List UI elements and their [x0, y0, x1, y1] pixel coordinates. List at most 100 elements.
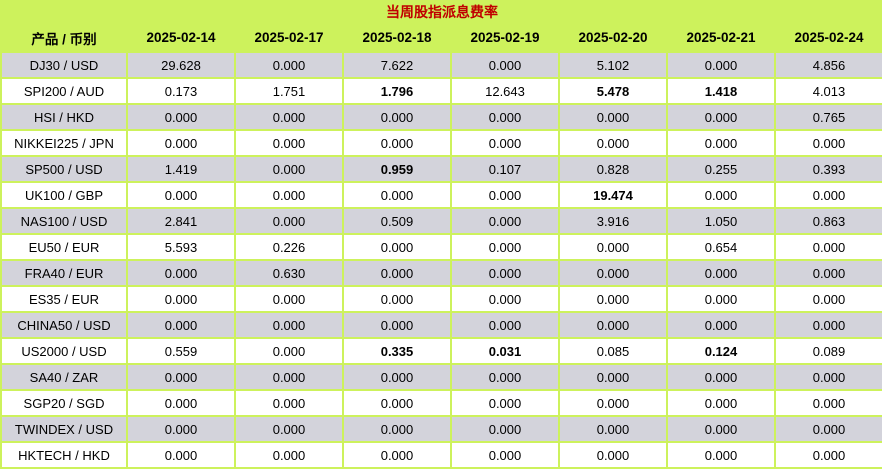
value-cell: 0.863	[774, 207, 882, 235]
value-cell: 0.393	[774, 155, 882, 183]
product-cell: ES35 / EUR	[0, 285, 128, 313]
title-cell: 当周股指派息费率	[0, 0, 882, 24]
value-cell: 0.000	[234, 129, 344, 157]
product-cell: NAS100 / USD	[0, 207, 128, 235]
table-row: ES35 / EUR 0.000 0.000 0.000 0.000 0.000 0.000…	[0, 285, 882, 313]
value-cell: 0.000	[666, 259, 776, 287]
product-cell: US2000 / USD	[0, 337, 128, 365]
value-cell: 0.000	[234, 337, 344, 365]
value-cell: 0.000	[450, 103, 560, 131]
table-row: HKTECH / HKD 0.000 0.000 0.000 0.000 0.000 0.0…	[0, 441, 882, 469]
value-cell: 12.643	[450, 77, 560, 105]
value-cell: 0.000	[558, 311, 668, 339]
value-cell: 1.418	[666, 77, 776, 105]
value-cell: 0.000	[666, 415, 776, 443]
table-row: DJ30 / USD 29.628 0.000 7.622 0.000 5.102 0.00…	[0, 51, 882, 79]
col-header-date: 2025-02-24	[774, 22, 882, 53]
column-header-row: 产品 / 币别 2025-02-14 2025-02-17 2025-02-18 20…	[0, 22, 882, 53]
title-row: 当周股指派息费率	[0, 0, 882, 24]
table-title: 当周股指派息费率	[386, 4, 498, 20]
table-row: US2000 / USD 0.559 0.000 0.335 0.031 0.085 0.1…	[0, 337, 882, 365]
value-cell: 5.593	[126, 233, 236, 261]
value-cell: 0.000	[342, 129, 452, 157]
table-row: FRA40 / EUR 0.000 0.630 0.000 0.000 0.000 0.00…	[0, 259, 882, 287]
value-cell: 0.000	[774, 415, 882, 443]
value-cell: 0.000	[666, 441, 776, 469]
product-cell: TWINDEX / USD	[0, 415, 128, 443]
value-cell: 0.000	[126, 441, 236, 469]
product-cell: SP500 / USD	[0, 155, 128, 183]
table-row: CHINA50 / USD 0.000 0.000 0.000 0.000 0.000 0.…	[0, 311, 882, 339]
col-header-product: 产品 / 币别	[0, 22, 128, 53]
value-cell: 0.509	[342, 207, 452, 235]
value-cell: 0.000	[666, 285, 776, 313]
value-cell: 0.107	[450, 155, 560, 183]
value-cell: 0.000	[126, 363, 236, 391]
value-cell: 0.255	[666, 155, 776, 183]
value-cell: 0.000	[558, 129, 668, 157]
value-cell: 0.085	[558, 337, 668, 365]
value-cell: 0.000	[450, 415, 560, 443]
product-cell: HKTECH / HKD	[0, 441, 128, 469]
value-cell: 0.000	[126, 285, 236, 313]
value-cell: 0.000	[450, 259, 560, 287]
table-row: HSI / HKD 0.000 0.000 0.000 0.000 0.000 0.000 0…	[0, 103, 882, 131]
value-cell: 0.000	[558, 233, 668, 261]
value-cell: 0.000	[558, 363, 668, 391]
col-header-date: 2025-02-17	[234, 22, 344, 53]
value-cell: 0.000	[774, 129, 882, 157]
product-cell: SPI200 / AUD	[0, 77, 128, 105]
table-row: SPI200 / AUD 0.173 1.751 1.796 12.643 5.478 1.…	[0, 77, 882, 105]
product-cell: SA40 / ZAR	[0, 363, 128, 391]
value-cell: 0.173	[126, 77, 236, 105]
value-cell: 1.796	[342, 77, 452, 105]
value-cell: 0.000	[666, 181, 776, 209]
value-cell: 0.031	[450, 337, 560, 365]
product-cell: UK100 / GBP	[0, 181, 128, 209]
table-row: UK100 / GBP 0.000 0.000 0.000 0.000 19.474 0.0…	[0, 181, 882, 209]
value-cell: 0.000	[126, 311, 236, 339]
value-cell: 0.000	[774, 285, 882, 313]
value-cell: 0.000	[450, 363, 560, 391]
value-cell: 0.000	[234, 103, 344, 131]
value-cell: 0.000	[774, 389, 882, 417]
value-cell: 0.000	[450, 233, 560, 261]
value-cell: 0.000	[234, 311, 344, 339]
value-cell: 0.000	[126, 259, 236, 287]
product-cell: NIKKEI225 / JPN	[0, 129, 128, 157]
value-cell: 0.000	[342, 311, 452, 339]
value-cell: 2.841	[126, 207, 236, 235]
value-cell: 0.000	[126, 415, 236, 443]
value-cell: 0.000	[666, 363, 776, 391]
value-cell: 0.959	[342, 155, 452, 183]
value-cell: 0.000	[234, 415, 344, 443]
value-cell: 0.000	[342, 233, 452, 261]
value-cell: 5.102	[558, 51, 668, 79]
value-cell: 3.916	[558, 207, 668, 235]
product-cell: HSI / HKD	[0, 103, 128, 131]
value-cell: 0.000	[774, 233, 882, 261]
value-cell: 0.000	[558, 415, 668, 443]
value-cell: 0.000	[450, 129, 560, 157]
value-cell: 0.559	[126, 337, 236, 365]
value-cell: 0.630	[234, 259, 344, 287]
value-cell: 0.000	[342, 259, 452, 287]
value-cell: 0.226	[234, 233, 344, 261]
value-cell: 0.000	[558, 441, 668, 469]
value-cell: 0.000	[666, 103, 776, 131]
value-cell: 0.000	[234, 155, 344, 183]
value-cell: 0.000	[450, 51, 560, 79]
table-row: NAS100 / USD 2.841 0.000 0.509 0.000 3.916 1.0…	[0, 207, 882, 235]
value-cell: 19.474	[558, 181, 668, 209]
table-row: SA40 / ZAR 0.000 0.000 0.000 0.000 0.000 0.000…	[0, 363, 882, 391]
value-cell: 4.013	[774, 77, 882, 105]
value-cell: 0.124	[666, 337, 776, 365]
table-row: EU50 / EUR 5.593 0.226 0.000 0.000 0.000 0.654…	[0, 233, 882, 261]
product-cell: CHINA50 / USD	[0, 311, 128, 339]
value-cell: 0.000	[558, 259, 668, 287]
value-cell: 0.000	[666, 389, 776, 417]
value-cell: 0.000	[774, 441, 882, 469]
value-cell: 4.856	[774, 51, 882, 79]
value-cell: 0.828	[558, 155, 668, 183]
